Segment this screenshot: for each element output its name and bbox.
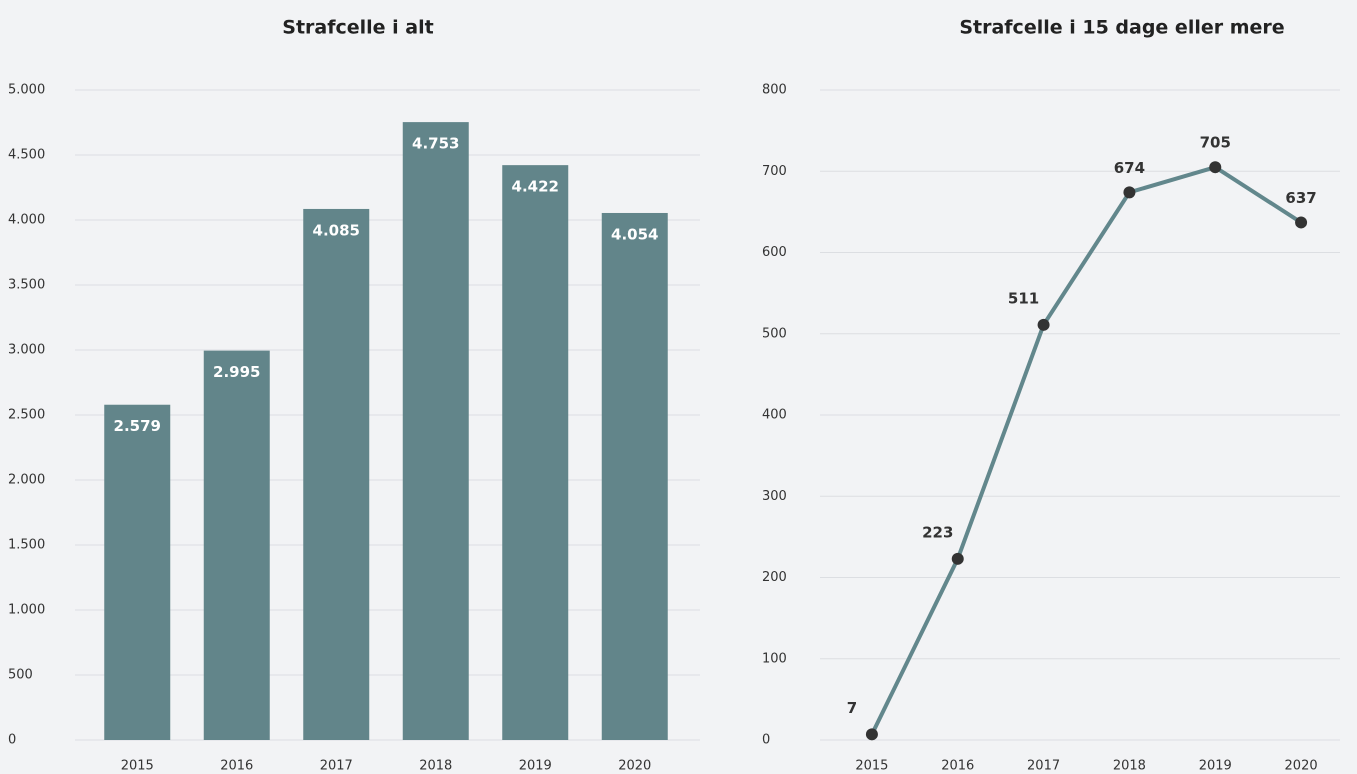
x-tick-label: 2016 xyxy=(220,759,253,774)
value-label: 4.054 xyxy=(611,225,658,243)
bar xyxy=(203,350,270,740)
x-tick-label: 2020 xyxy=(1285,759,1318,774)
value-label: 511 xyxy=(1008,289,1039,307)
y-tick-label: 0 xyxy=(762,733,770,748)
value-label: 705 xyxy=(1200,134,1231,152)
y-tick-label: 2.500 xyxy=(8,408,45,423)
marker xyxy=(1295,216,1308,229)
y-tick-label: 500 xyxy=(762,326,787,341)
bar xyxy=(502,165,569,740)
chart-title: Strafcelle i 15 dage eller mere xyxy=(959,17,1284,39)
bar xyxy=(303,208,370,740)
y-tick-label: 3.500 xyxy=(8,278,45,293)
y-tick-label: 200 xyxy=(762,570,787,585)
chart-title: Strafcelle i alt xyxy=(282,17,433,39)
marker xyxy=(1123,186,1136,199)
value-label: 674 xyxy=(1114,159,1145,177)
x-tick-label: 2018 xyxy=(1113,759,1146,774)
y-tick-label: 5.000 xyxy=(8,83,45,98)
marker xyxy=(951,552,964,565)
marker xyxy=(1209,161,1222,174)
y-tick-label: 400 xyxy=(762,408,787,423)
x-tick-label: 2018 xyxy=(419,759,452,774)
bar xyxy=(402,122,469,741)
value-label: 637 xyxy=(1285,189,1316,207)
value-label: 7 xyxy=(847,699,857,717)
line xyxy=(870,165,1303,736)
value-label: 2.579 xyxy=(114,417,161,435)
marker xyxy=(1037,318,1050,331)
y-tick-label: 3.000 xyxy=(8,343,45,358)
y-tick-label: 800 xyxy=(762,83,787,98)
bar xyxy=(601,212,668,741)
y-tick-label: 0 xyxy=(8,733,16,748)
x-tick-label: 2019 xyxy=(519,759,552,774)
y-tick-label: 4.500 xyxy=(8,148,45,163)
y-tick-label: 500 xyxy=(8,668,33,683)
value-label: 4.753 xyxy=(412,135,459,153)
y-tick-label: 600 xyxy=(762,245,787,260)
y-tick-label: 100 xyxy=(762,651,787,666)
value-label: 2.995 xyxy=(213,363,260,381)
value-label: 223 xyxy=(922,523,953,541)
y-tick-label: 1.500 xyxy=(8,538,45,553)
x-tick-label: 2019 xyxy=(1199,759,1232,774)
x-tick-label: 2015 xyxy=(855,759,888,774)
x-tick-label: 2020 xyxy=(618,759,651,774)
marker xyxy=(865,728,878,741)
x-tick-label: 2017 xyxy=(320,759,353,774)
x-tick-label: 2016 xyxy=(941,759,974,774)
value-label: 4.422 xyxy=(512,178,559,196)
y-tick-label: 700 xyxy=(762,164,787,179)
value-label: 4.085 xyxy=(313,221,360,239)
y-tick-label: 1.000 xyxy=(8,603,45,618)
x-tick-label: 2015 xyxy=(121,759,154,774)
x-tick-label: 2017 xyxy=(1027,759,1060,774)
bar xyxy=(104,404,171,740)
y-tick-label: 2.000 xyxy=(8,473,45,488)
y-tick-label: 300 xyxy=(762,489,787,504)
y-tick-label: 4.000 xyxy=(8,213,45,228)
